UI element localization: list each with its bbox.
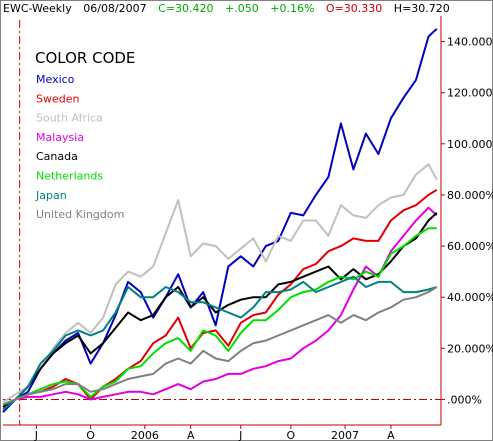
x-tick-label: A <box>187 429 195 441</box>
legend-item-mexico: Mexico <box>36 73 75 86</box>
y-tick-label: .000% <box>447 393 482 406</box>
x-tick-label: O <box>86 429 95 441</box>
series-line-japan <box>2 275 438 411</box>
legend-item-canada: Canada <box>36 150 78 163</box>
y-tick-label: 140.000 <box>447 36 493 49</box>
series-line-united-kingdom <box>2 286 438 406</box>
header-change: +.050 <box>225 2 259 15</box>
series-line-malaysia <box>2 206 438 406</box>
header-close: C=30.420 <box>158 2 213 15</box>
legend-item-united-kingdom: United Kingdom <box>36 208 124 221</box>
x-tick-label: J <box>34 429 38 441</box>
x-tick-label: A <box>387 429 395 441</box>
series-line-south-africa <box>2 163 438 403</box>
header-change-pct: +0.16% <box>270 2 314 15</box>
y-tick-label: 40.000% <box>447 291 493 304</box>
x-tick-label: O <box>286 429 295 441</box>
header-open: O=30.330 <box>326 2 382 15</box>
x-tick-label: 2006 <box>131 429 159 441</box>
x-tick-label: 2007 <box>331 429 359 441</box>
y-tick-label: 100.000 <box>447 138 493 151</box>
x-tick-label: J <box>238 429 242 441</box>
legend-item-sweden: Sweden <box>36 92 79 105</box>
legend-item-south-africa: South Africa <box>36 112 103 125</box>
legend: COLOR CODE Mexico Sweden South Africa Malay… <box>35 49 135 221</box>
chart-header: EWC-Weekly 06/08/2007 C=30.420 +.050 +0.… <box>3 2 450 15</box>
legend-item-malaysia: Malaysia <box>36 131 84 144</box>
series-line-mexico <box>2 28 438 413</box>
y-tick-label: 120.000 <box>447 87 493 100</box>
legend-item-netherlands: Netherlands <box>36 170 103 183</box>
header-symbol: EWC-Weekly <box>3 2 72 15</box>
series-line-canada <box>2 212 438 408</box>
header-high: H=30.720 <box>394 2 450 15</box>
y-tick-label: 80.000% <box>447 189 493 202</box>
y-tick-label: 60.000% <box>447 240 493 253</box>
header-date: 06/08/2007 <box>83 2 146 15</box>
axes: .000% 20.000% 40.000% 60.000% 80.000% 100.000… <box>3 16 493 441</box>
legend-item-japan: Japan <box>35 189 67 202</box>
y-tick-label: 20.000% <box>447 342 493 355</box>
legend-title: COLOR CODE <box>35 49 135 67</box>
series-lines <box>2 28 438 413</box>
